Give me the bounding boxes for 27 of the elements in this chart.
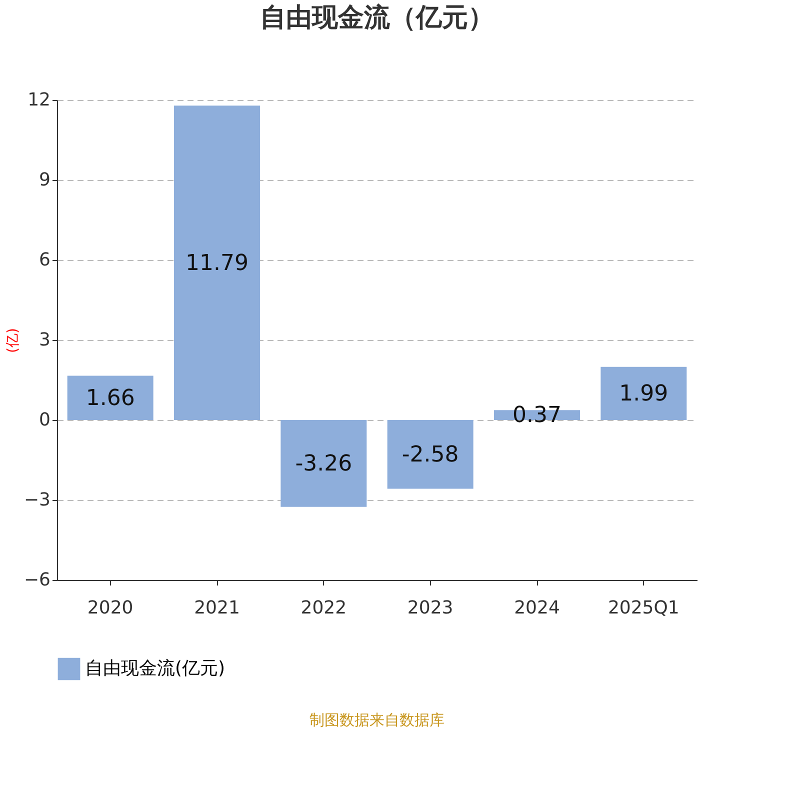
y-tick-label: 12 <box>28 90 50 110</box>
x-tick-label: 2023 <box>407 598 454 618</box>
y-tick-label: 6 <box>39 250 50 270</box>
bar <box>600 366 687 420</box>
legend-label: 自由现金流(亿元) <box>85 658 226 679</box>
x-tick-label: 2024 <box>514 598 560 618</box>
y-tick-label: −6 <box>24 570 50 590</box>
chart-title: 自由现金流（亿元） <box>260 3 494 33</box>
data-label: 1.99 <box>619 381 668 406</box>
y-tick-label: 0 <box>39 410 50 430</box>
data-label: 11.79 <box>186 250 248 276</box>
bar <box>67 376 154 420</box>
x-tick-label: 2021 <box>194 598 240 618</box>
y-tick-label: 3 <box>39 330 50 350</box>
y-tick-label: −3 <box>24 490 50 510</box>
data-label: -2.58 <box>402 442 459 468</box>
bar <box>280 420 367 507</box>
bar <box>174 106 260 420</box>
x-tick-label: 2022 <box>300 598 347 618</box>
text: 制图数据来自数据库 <box>310 711 444 729</box>
bar <box>387 420 474 489</box>
data-label: -3.26 <box>295 451 352 476</box>
data-label: 1.66 <box>86 386 135 411</box>
x-tick-label: 2020 <box>87 598 134 618</box>
y-tick-label: 9 <box>39 170 50 190</box>
y-axis-title: (亿) <box>4 328 21 353</box>
x-tick-label: 2025Q1 <box>608 598 680 618</box>
